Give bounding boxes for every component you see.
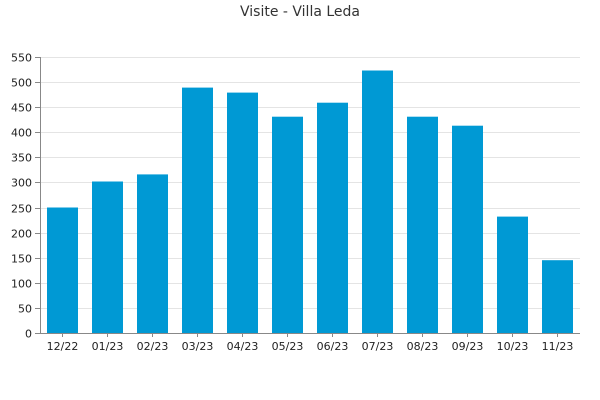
bar-03-23	[182, 87, 213, 333]
y-tick-label: 300	[11, 177, 32, 190]
bar-09-23	[452, 125, 483, 333]
bars-layer	[47, 70, 573, 333]
x-tick-label: 03/23	[182, 340, 214, 353]
y-tick-label: 50	[18, 303, 32, 316]
y-tick-label: 200	[11, 228, 32, 241]
bar-11-23	[542, 260, 573, 333]
x-tick-label: 06/23	[317, 340, 349, 353]
x-tick-label: 01/23	[92, 340, 124, 353]
x-tick-label: 12/22	[47, 340, 79, 353]
x-tick-label: 07/23	[362, 340, 394, 353]
x-tick-label: 05/23	[272, 340, 304, 353]
bar-02-23	[137, 174, 168, 333]
bar-08-23	[407, 116, 438, 333]
bar-10-23	[497, 216, 528, 333]
x-tick-label: 04/23	[227, 340, 259, 353]
grid-layer	[40, 57, 580, 309]
bar-12-22	[47, 207, 78, 333]
y-tick-label: 250	[11, 203, 32, 216]
x-tick-label: 10/23	[497, 340, 529, 353]
y-tick-label: 350	[11, 152, 32, 165]
y-tick-label: 400	[11, 127, 32, 140]
y-tick-label: 550	[11, 52, 32, 65]
labels-layer: 0 50 100 150 200 250 300 350 400 450 500 550 12/22 01…	[11, 52, 573, 354]
bar-07-23	[362, 70, 393, 333]
y-tick-label: 450	[11, 102, 32, 115]
bar-05-23	[272, 116, 303, 333]
y-tick-label: 0	[25, 328, 32, 341]
chart-title: Visite - Villa Leda	[240, 4, 360, 20]
y-tick-label: 500	[11, 77, 32, 90]
bar-04-23	[227, 92, 258, 333]
axes-layer	[35, 57, 580, 337]
x-tick-label: 11/23	[542, 340, 574, 353]
x-tick-label: 08/23	[407, 340, 439, 353]
bar-06-23	[317, 102, 348, 333]
y-tick-label: 150	[11, 253, 32, 266]
x-tick-label: 02/23	[137, 340, 169, 353]
x-tick-label: 09/23	[452, 340, 484, 353]
bar-01-23	[92, 181, 123, 333]
y-tick-label: 100	[11, 278, 32, 291]
